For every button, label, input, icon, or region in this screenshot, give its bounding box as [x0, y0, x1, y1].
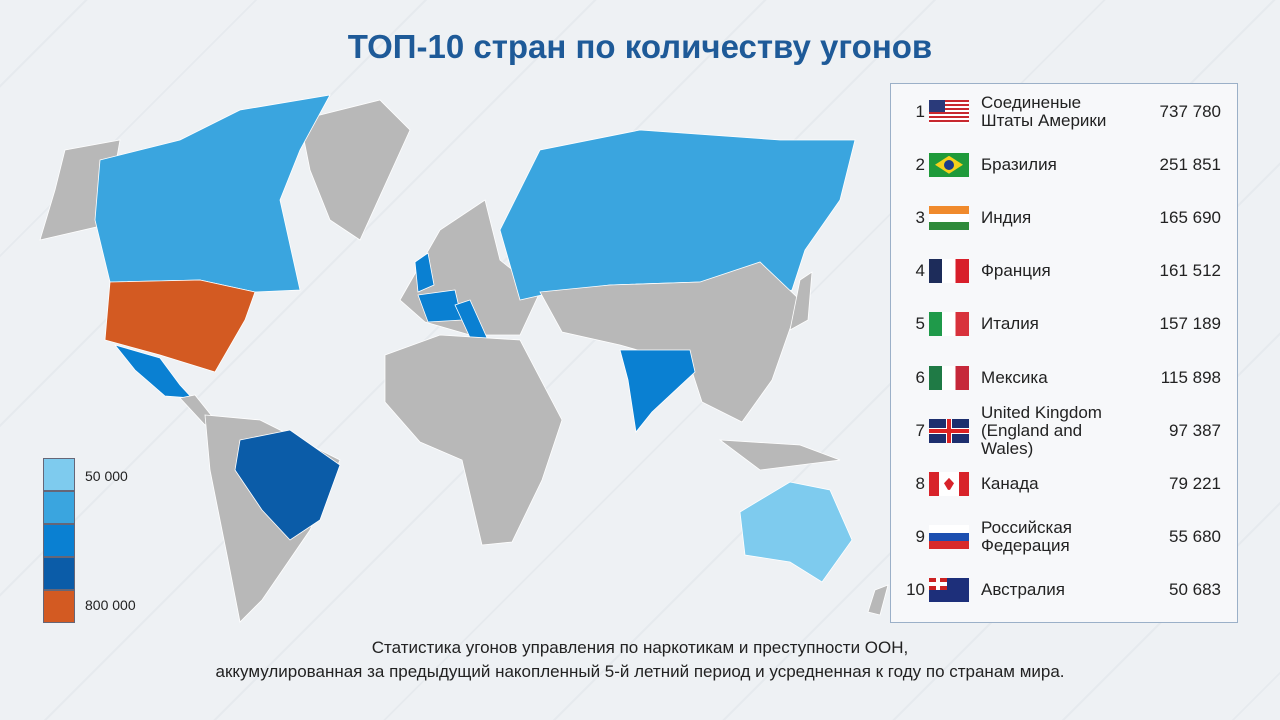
country-name: Италия — [981, 314, 1039, 334]
rank-number: 3 — [915, 207, 925, 227]
country-name: Соединеные Штаты Америки — [981, 92, 1107, 130]
flag-in-icon — [929, 205, 969, 230]
theft-count: 79 221 — [1169, 473, 1221, 493]
color-legend — [43, 458, 75, 623]
region-new-zealand — [867, 584, 889, 616]
page-title: ТОП-10 стран по количеству угонов — [347, 28, 933, 65]
flag-au-icon — [929, 578, 969, 603]
ranking-row: 8 Канада 79 221 — [891, 457, 1237, 510]
flag-fr-icon — [929, 259, 969, 284]
theft-count: 50 683 — [1169, 580, 1221, 600]
ranking-row: 6 Мексика 115 898 — [891, 351, 1237, 404]
country-india — [619, 349, 696, 433]
legend-swatch-3 — [43, 524, 75, 557]
theft-count: 115 898 — [1160, 367, 1221, 387]
flag-mx-icon — [929, 365, 969, 390]
caption-line-2: аккумулированная за предыдущий накопленн… — [215, 662, 1065, 681]
country-canada — [94, 94, 331, 293]
region-japan — [789, 271, 813, 331]
ranking-row: 1 Соединеные Штаты Америки 737 780 — [891, 85, 1237, 138]
theft-count: 97 387 — [1169, 420, 1221, 440]
country-name: Индия — [981, 207, 1032, 227]
ranking-row: 4 Франция 161 512 — [891, 245, 1237, 298]
flag-it-icon — [929, 312, 969, 337]
caption-line-1: Статистика угонов управления по наркотик… — [371, 638, 909, 657]
flag-gb-icon — [929, 418, 969, 443]
country-name: United Kingdom (England and Wales) — [981, 402, 1102, 458]
caption: Статистика угонов управления по наркотик… — [0, 636, 1280, 684]
flag-ca-icon — [929, 471, 969, 496]
country-australia — [739, 481, 853, 583]
country-uk — [414, 252, 435, 293]
country-name: Российская Федерация — [981, 518, 1073, 556]
rank-number: 4 — [915, 261, 925, 281]
flag-br-icon — [929, 152, 969, 177]
theft-count: 157 189 — [1159, 314, 1221, 334]
theft-count: 737 780 — [1159, 101, 1221, 121]
ranking-row: 10 Австралия 50 683 — [891, 564, 1237, 617]
region-indonesia — [718, 439, 841, 471]
ranking-row: 5 Италия 157 189 — [891, 298, 1237, 351]
country-name: Канада — [981, 473, 1039, 493]
region-greenland — [299, 99, 411, 241]
theft-count: 161 512 — [1159, 261, 1221, 281]
theft-count: 251 851 — [1159, 154, 1221, 174]
country-usa — [104, 279, 256, 373]
rank-number: 2 — [915, 154, 925, 174]
rank-number: 8 — [915, 473, 925, 493]
region-asia — [539, 261, 801, 423]
legend-swatch-2 — [43, 491, 75, 524]
legend-swatch-4 — [43, 557, 75, 590]
theft-count: 165 690 — [1159, 207, 1221, 227]
legend-swatch-5 — [43, 590, 75, 623]
ranking-row: 2 Бразилия 251 851 — [891, 138, 1237, 191]
country-name: Бразилия — [981, 154, 1057, 174]
country-russia — [499, 129, 856, 301]
rank-number: 7 — [915, 420, 925, 440]
legend-swatch-1 — [43, 458, 75, 491]
rank-number: 10 — [906, 580, 925, 600]
ranking-row: 9 Российская Федерация 55 680 — [891, 511, 1237, 564]
country-name: Франция — [981, 261, 1051, 281]
rank-number: 1 — [915, 101, 925, 121]
country-brazil — [234, 429, 341, 541]
rank-number: 6 — [915, 367, 925, 387]
ranking-row: 3 Индия 165 690 — [891, 191, 1237, 244]
rank-number: 9 — [915, 527, 925, 547]
flag-ru-icon — [929, 525, 969, 550]
legend-min-label: 50 000 — [85, 468, 128, 484]
ranking-table: 1 Соединеные Штаты Америки 737 780 2 Браз… — [890, 83, 1238, 623]
rank-number: 5 — [915, 314, 925, 334]
legend-max-label: 800 000 — [85, 597, 136, 613]
ranking-row: 7 United Kingdom (England and Wales) 97 … — [891, 402, 1237, 458]
country-name: Мексика — [981, 367, 1048, 387]
theft-count: 55 680 — [1169, 527, 1221, 547]
flag-us-icon — [929, 99, 969, 124]
region-africa — [384, 334, 563, 546]
country-name: Австралия — [981, 580, 1065, 600]
